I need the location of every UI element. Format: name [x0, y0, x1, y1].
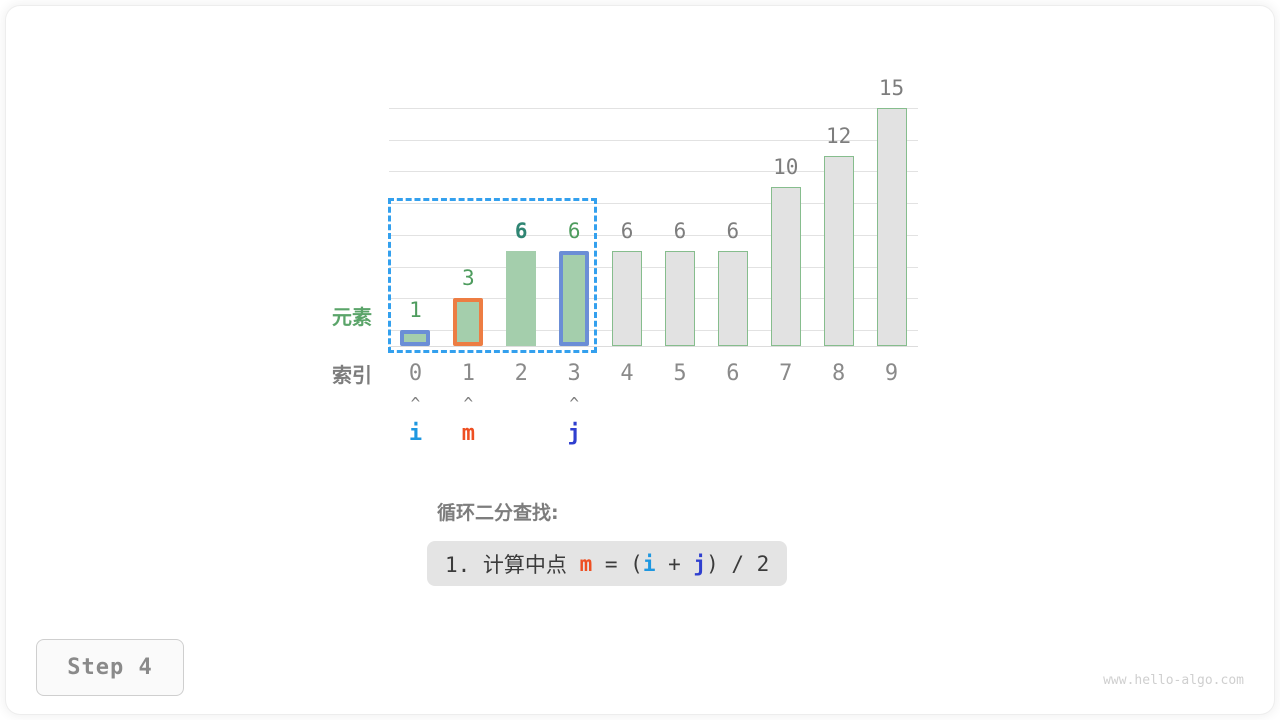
formula-prefix: 1. 计算中点	[445, 552, 580, 577]
value-label-3: 6	[567, 218, 581, 243]
formula-token-m: m	[579, 551, 593, 576]
pointer-label-i: i	[408, 421, 423, 446]
site-watermark: www.hello-algo.com	[1103, 673, 1244, 688]
pointer-caret-i: ^	[410, 394, 421, 413]
value-label-6: 6	[726, 218, 740, 243]
gridline	[389, 139, 918, 141]
value-label-0: 1	[409, 298, 422, 323]
gridline	[389, 203, 918, 205]
page-frame	[6, 6, 1274, 714]
index-label-2: 2	[514, 361, 528, 386]
index-label-1: 1	[461, 361, 475, 386]
pointer-caret-j: ^	[569, 394, 579, 413]
caption-title: 循环二分查找:	[437, 502, 559, 524]
bar-4	[612, 250, 643, 346]
bar-chart-plot	[389, 108, 918, 347]
pointer-label-m: m	[461, 421, 475, 446]
value-label-1: 3	[462, 266, 475, 291]
index-label-7: 7	[779, 361, 793, 386]
gridline	[389, 266, 918, 268]
index-label-9: 9	[884, 361, 899, 386]
bar-3	[559, 250, 590, 346]
formula-eq: = (	[592, 551, 643, 576]
bar-1	[453, 298, 484, 346]
value-label-7: 10	[773, 155, 799, 180]
step-badge: Step 4	[36, 639, 184, 696]
index-label-5: 5	[673, 361, 687, 386]
bar-8	[823, 155, 854, 346]
gridline	[389, 330, 918, 332]
index-label-0: 0	[408, 361, 423, 386]
row-label-elements: 元素	[332, 305, 372, 329]
gridline	[389, 234, 918, 236]
index-label-3: 3	[567, 361, 581, 386]
axis-baseline	[389, 346, 918, 347]
index-label-4: 4	[620, 361, 634, 386]
gridline	[389, 108, 918, 109]
value-label-8: 12	[825, 123, 852, 148]
bar-9	[876, 108, 907, 346]
value-label-9: 15	[878, 76, 905, 100]
search-range-dashed-box	[388, 198, 597, 353]
formula-token-i: i	[642, 551, 656, 576]
index-label-8: 8	[832, 361, 846, 386]
pointer-caret-m: ^	[463, 394, 474, 413]
value-label-4: 6	[620, 218, 634, 243]
gridline	[389, 171, 918, 173]
value-label-5: 6	[673, 218, 687, 243]
pointer-label-j: j	[567, 421, 581, 446]
bar-0	[400, 330, 431, 346]
formula-plus: +	[655, 551, 694, 576]
index-label-6: 6	[726, 361, 740, 386]
formula-token-j: j	[693, 551, 707, 576]
bar-6	[717, 250, 748, 346]
bar-5	[664, 250, 695, 346]
value-label-2: 6	[514, 218, 528, 243]
bar-7	[770, 187, 801, 346]
gridline	[389, 298, 918, 300]
row-label-index: 索引	[332, 363, 372, 387]
bar-2	[506, 250, 537, 346]
formula-box: 1. 计算中点 m = (i + j) / 2	[427, 541, 788, 586]
formula-suffix: ) / 2	[706, 551, 770, 576]
